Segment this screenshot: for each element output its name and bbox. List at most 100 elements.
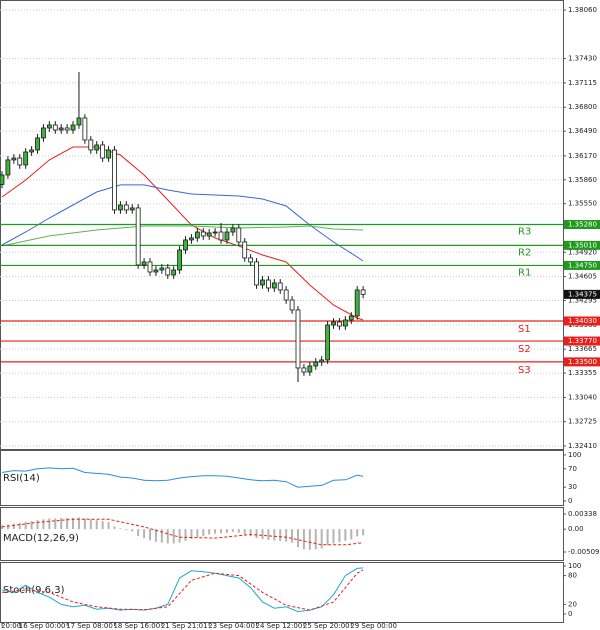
candle-body [325, 324, 331, 361]
level-price-label: 1.35010 [568, 241, 597, 249]
histogram-bar [107, 521, 110, 530]
candle-body [29, 149, 35, 153]
y-tick-label: 1.38060 [568, 6, 597, 14]
candle-body [354, 289, 360, 317]
y-tick-label: 80 [568, 572, 577, 580]
histogram-bar [214, 529, 217, 534]
y-tick-label: 20 [568, 600, 577, 608]
y-tick-label: 1.37115 [568, 79, 597, 87]
histogram-bar [237, 529, 240, 533]
histogram-bar [113, 526, 116, 530]
candle-body [23, 151, 29, 166]
candle-body [82, 117, 88, 141]
histogram-bar [42, 519, 45, 530]
candle-body [331, 321, 336, 326]
candle-body [348, 315, 354, 321]
candle-body [224, 231, 230, 241]
candle-body [76, 117, 82, 126]
level-price-label: 1.35280 [568, 221, 597, 229]
indicator-line [1, 184, 364, 262]
x-tick-label: 25 Sep 20:00 [303, 622, 350, 630]
histogram-bar [125, 529, 128, 531]
histogram-bar [356, 529, 359, 537]
y-tick-label: 1.33355 [568, 369, 597, 377]
level-name: R1 [518, 267, 531, 278]
y-tick-label: 70 [568, 465, 577, 473]
y-tick-label: 1.35550 [568, 200, 597, 208]
x-tick-label: 18 Sep 16:00 [113, 622, 160, 630]
histogram-bar [18, 522, 21, 530]
indicator-line [1, 225, 364, 247]
candle-body [236, 227, 242, 243]
level-price-label: 1.34750 [568, 261, 597, 269]
histogram-bar [320, 529, 323, 549]
y-tick-label: 1.32725 [568, 418, 597, 426]
y-tick-label: 1.36490 [568, 127, 597, 135]
pane-title: RSI(14) [3, 473, 40, 484]
last-price-label: 1.34375 [568, 290, 597, 298]
histogram-bar [196, 529, 199, 538]
histogram-bar [95, 520, 98, 530]
candle-body [289, 299, 295, 311]
histogram-bar [190, 529, 193, 540]
rsi-pane [0, 450, 564, 506]
histogram-bar [83, 518, 86, 530]
candle-body [100, 144, 106, 159]
candle-body [230, 227, 236, 233]
histogram-bar [350, 529, 353, 540]
histogram-bar [231, 529, 234, 532]
histogram-bar [1, 525, 3, 530]
histogram-bar [6, 524, 9, 530]
candle-body [189, 237, 194, 241]
candle-body [254, 261, 259, 286]
histogram-bar [143, 529, 146, 539]
candle-body [94, 144, 100, 151]
candle-body [265, 279, 271, 289]
candle-body [218, 231, 224, 241]
histogram-bar [202, 529, 205, 536]
x-tick-label: 21 Sep 21:01 [161, 622, 208, 630]
histogram-bar [137, 529, 140, 536]
level-price-box [564, 220, 600, 230]
candle-body [35, 137, 40, 151]
stoch-pane [0, 562, 564, 623]
level-price-label: 1.34030 [568, 317, 597, 325]
histogram-bar [72, 517, 75, 530]
histogram-bar [285, 529, 288, 542]
y-tick-label: 1.36800 [568, 103, 597, 111]
candle-body [200, 231, 206, 237]
y-tick-label: 30 [568, 483, 577, 491]
candle-body [183, 239, 188, 251]
y-tick-label: 1.34920 [568, 248, 597, 256]
histogram-bar [149, 529, 151, 541]
y-tick-label: 1.32410 [568, 442, 597, 450]
candle-body [52, 124, 58, 131]
y-tick-label: 1.36170 [568, 152, 597, 160]
histogram-bar [267, 529, 270, 540]
histogram-bar [332, 529, 335, 544]
histogram-bar [154, 529, 157, 542]
level-price-box [564, 357, 600, 367]
candle-body [165, 267, 171, 276]
y-tick-label: 1.34295 [568, 297, 597, 305]
candle-body [242, 241, 248, 259]
candle-body [88, 139, 94, 151]
indicator-line [1, 567, 364, 613]
histogram-bar [178, 529, 181, 543]
histogram-bar [249, 529, 252, 536]
y-tick-label: 1.33665 [568, 345, 597, 353]
histogram-bar [291, 529, 294, 543]
x-tick-label: 20:00 [1, 622, 21, 630]
level-name: S2 [518, 344, 531, 355]
y-tick-label: 0 [568, 610, 572, 618]
candle-body [342, 319, 348, 327]
last-price-box [564, 289, 600, 299]
candle-body [177, 249, 183, 271]
histogram-bar [314, 529, 317, 550]
histogram-bar [172, 529, 175, 544]
candle-body [248, 257, 254, 263]
candle-body [41, 127, 46, 139]
histogram-bar [326, 529, 329, 546]
histogram-bar [77, 517, 80, 530]
